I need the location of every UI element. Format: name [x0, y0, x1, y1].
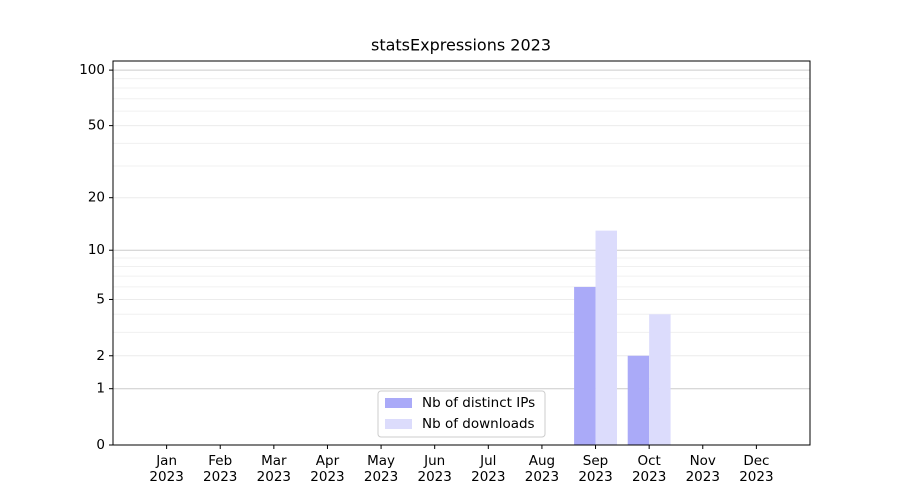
axes-frame: [112, 60, 811, 446]
legend-box: [377, 390, 546, 438]
x-tick-label: Nov 2023: [685, 453, 720, 485]
y-tick-label: 2: [96, 348, 105, 364]
y-tick-label: 1: [96, 381, 105, 397]
legend-swatch: [385, 419, 412, 429]
legend-label: Nb of distinct IPs: [422, 395, 535, 411]
chart-title: statsExpressions 2023: [371, 36, 551, 55]
x-tick-label: Oct 2023: [631, 453, 667, 485]
legend-label: Nb of downloads: [422, 416, 535, 432]
y-tick-label: 5: [96, 291, 105, 307]
bar: [649, 314, 671, 445]
x-tick-label: Sep 2023: [578, 453, 613, 485]
x-tick-label: Jun 2023: [417, 453, 452, 485]
y-tick-label: 50: [88, 118, 105, 134]
x-tick-label: May 2023: [363, 453, 399, 485]
y-tick-label: 20: [88, 190, 105, 206]
bar: [574, 286, 596, 445]
x-tick-label: Aug 2023: [524, 453, 560, 485]
x-tick-label: Apr 2023: [310, 453, 345, 485]
x-tick-label: Mar 2023: [256, 453, 292, 485]
y-tick-label: 10: [88, 242, 105, 258]
bar: [627, 355, 650, 445]
x-tick-label: Jan 2023: [149, 453, 184, 485]
y-tick-label: 100: [79, 62, 105, 78]
legend-swatch: [385, 398, 412, 408]
bar: [595, 230, 617, 445]
x-tick-label: Jul 2023: [471, 453, 506, 485]
x-tick-label: Feb 2023: [203, 453, 238, 485]
x-tick-label: Dec 2023: [739, 453, 774, 485]
y-tick-label: 0: [96, 437, 105, 453]
